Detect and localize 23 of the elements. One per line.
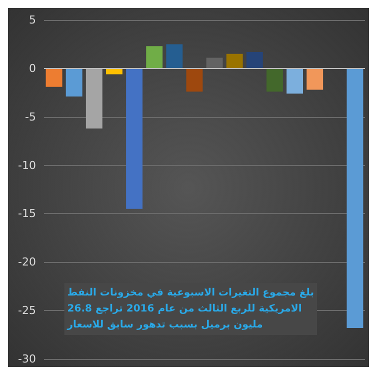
bar <box>146 46 163 68</box>
y-tick-label: -15 <box>18 207 36 220</box>
y-tick-label: -25 <box>18 304 36 318</box>
bar <box>306 68 324 90</box>
bar <box>266 68 283 92</box>
bar <box>206 58 223 68</box>
bar <box>286 68 304 94</box>
y-tick-label: -20 <box>18 256 36 269</box>
y-tick-label: 5 <box>29 14 36 26</box>
y-tick-label: -30 <box>18 352 36 366</box>
bar <box>186 68 203 92</box>
y-tick-label: -5 <box>25 110 36 124</box>
y-tick-label: -10 <box>18 158 36 172</box>
bar <box>46 68 62 87</box>
y-tick-label: 0 <box>29 62 36 75</box>
bar <box>86 68 102 128</box>
bar <box>166 44 183 68</box>
bar <box>246 52 263 68</box>
bar <box>346 68 364 328</box>
bar <box>126 68 143 209</box>
bar <box>66 68 82 97</box>
bar <box>226 54 243 68</box>
annotation: بلغ مجموع التغيرات الاسبوعية في مخزونات النفط الامريكية للربع الثالث من عام 2016 تراجع 26.8 مليون برميل بسبب تدهور سابق للاسعار <box>66 288 314 330</box>
